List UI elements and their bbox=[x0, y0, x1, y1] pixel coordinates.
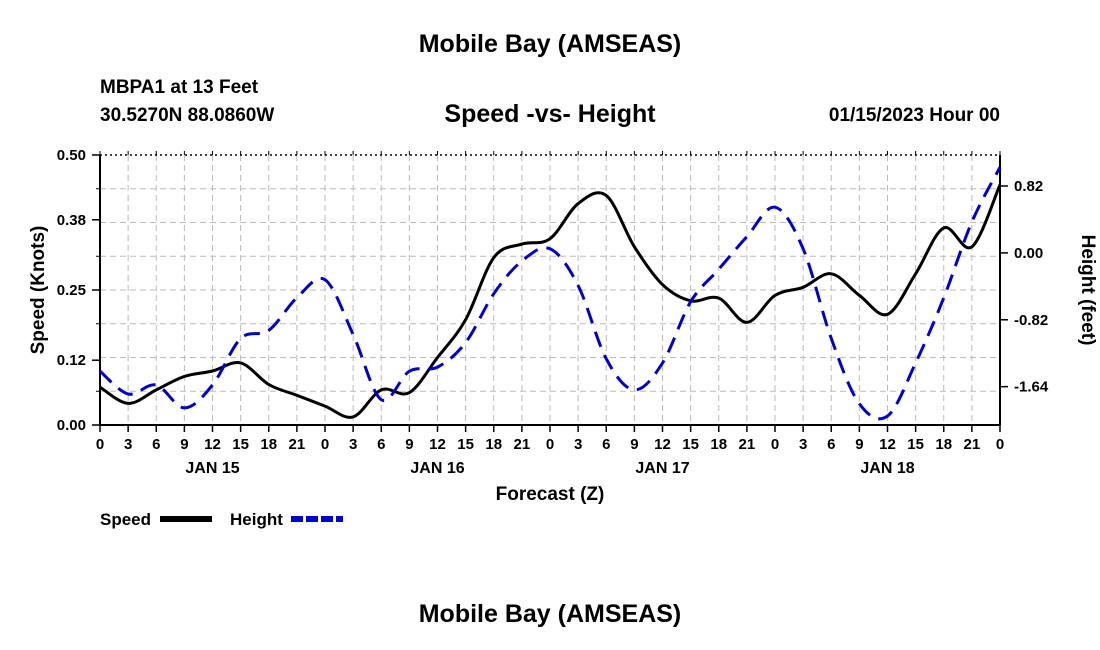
y-tick-label-left: 0.25 bbox=[57, 282, 86, 299]
x-tick-label: 21 bbox=[289, 436, 306, 453]
x-tick-label: 18 bbox=[935, 436, 952, 453]
x-tick-label: 9 bbox=[180, 436, 188, 453]
x-tick-label: 12 bbox=[654, 436, 671, 453]
x-tick-label: 6 bbox=[152, 436, 160, 453]
x-tick-label: 12 bbox=[879, 436, 896, 453]
bottom-title: Mobile Bay (AMSEAS) bbox=[418, 600, 682, 628]
y-tick-label-left: 0.50 bbox=[57, 147, 86, 164]
chart-subtitle: Speed -vs- Height bbox=[444, 100, 656, 128]
y-tick-label-right: -1.64 bbox=[1014, 379, 1049, 396]
day-label: JAN 18 bbox=[860, 460, 914, 477]
day-label: JAN 16 bbox=[410, 460, 464, 477]
x-tick-label: 3 bbox=[349, 436, 357, 453]
x-tick-label: 3 bbox=[124, 436, 132, 453]
y-tick-label-right: 0.00 bbox=[1014, 245, 1043, 262]
station-coordinates: 30.5270N 88.0860W bbox=[100, 105, 275, 126]
day-label: JAN 17 bbox=[635, 460, 689, 477]
legend-label-height: Height bbox=[230, 510, 283, 529]
x-tick-label: 21 bbox=[514, 436, 531, 453]
x-tick-label: 15 bbox=[682, 436, 699, 453]
x-tick-label: 6 bbox=[827, 436, 835, 453]
y-axis-title-right: Height (feet) bbox=[1077, 235, 1098, 346]
x-tick-label: 0 bbox=[321, 436, 329, 453]
x-tick-label: 3 bbox=[799, 436, 807, 453]
x-tick-label: 15 bbox=[457, 436, 474, 453]
x-tick-label: 12 bbox=[204, 436, 221, 453]
x-tick-label: 9 bbox=[855, 436, 863, 453]
height-series-line bbox=[99, 166, 1002, 421]
x-tick-label: 15 bbox=[907, 436, 924, 453]
x-tick-label: 6 bbox=[377, 436, 385, 453]
y-tick-label-left: 0.38 bbox=[57, 212, 86, 229]
x-tick-label: 15 bbox=[232, 436, 249, 453]
y-tick-label-right: -0.82 bbox=[1014, 312, 1048, 329]
station-label: MBPA1 at 13 Feet bbox=[100, 77, 259, 98]
x-tick-label: 0 bbox=[771, 436, 779, 453]
x-axis-title: Forecast (Z) bbox=[496, 484, 605, 505]
y-tick-label-left: 0.12 bbox=[57, 352, 86, 369]
x-tick-label: 0 bbox=[546, 436, 554, 453]
x-tick-label: 21 bbox=[964, 436, 981, 453]
forecast-datetime: 01/15/2023 Hour 00 bbox=[828, 105, 1000, 126]
x-tick-label: 0 bbox=[96, 436, 104, 453]
main-title: Mobile Bay (AMSEAS) bbox=[418, 30, 682, 58]
x-tick-label: 6 bbox=[602, 436, 610, 453]
day-label: JAN 15 bbox=[185, 460, 239, 477]
x-tick-label: 3 bbox=[574, 436, 582, 453]
x-tick-label: 0 bbox=[996, 436, 1004, 453]
x-tick-label: 18 bbox=[485, 436, 502, 453]
x-tick-label: 21 bbox=[739, 436, 756, 453]
y-axis-title-left: Speed (Knots) bbox=[28, 226, 49, 355]
speed-series-line bbox=[99, 184, 1002, 419]
x-tick-label: 9 bbox=[405, 436, 413, 453]
y-tick-label-left: 0.00 bbox=[57, 417, 86, 434]
x-tick-label: 18 bbox=[260, 436, 277, 453]
x-tick-label: 12 bbox=[429, 436, 446, 453]
x-tick-label: 9 bbox=[630, 436, 638, 453]
y-tick-label-right: 0.82 bbox=[1014, 178, 1043, 195]
x-tick-label: 18 bbox=[710, 436, 727, 453]
legend-label-speed: Speed bbox=[100, 510, 151, 529]
